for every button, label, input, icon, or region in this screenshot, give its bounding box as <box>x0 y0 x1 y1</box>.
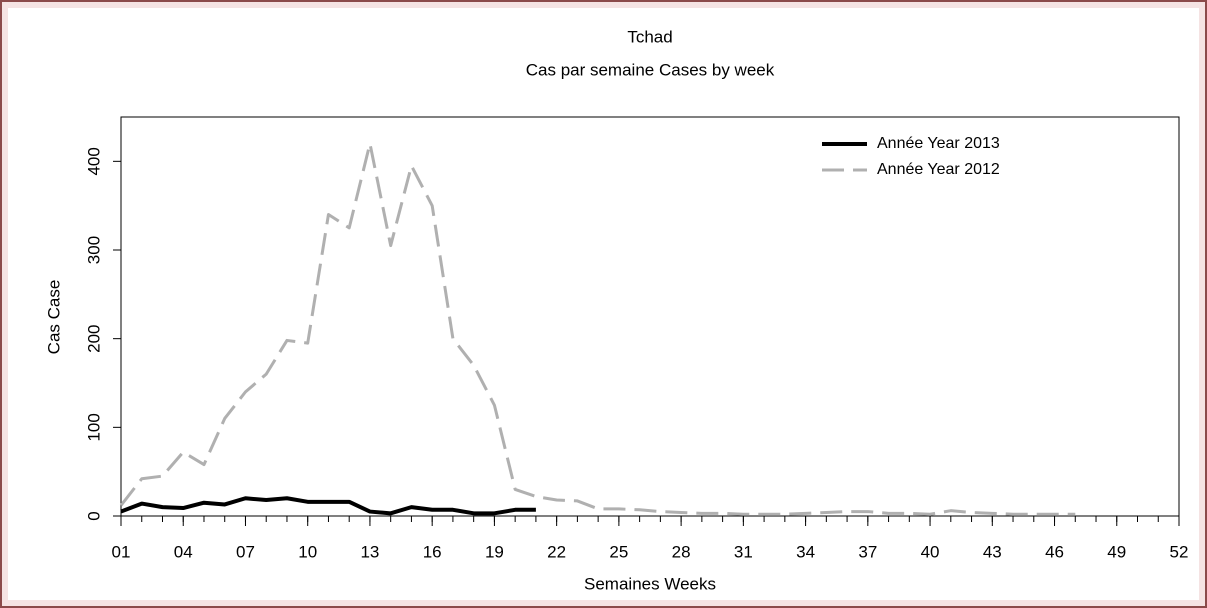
x-tick-label: 04 <box>174 542 193 561</box>
x-tick-label: 01 <box>112 542 131 561</box>
y-axis-label: Cas Case <box>44 280 63 355</box>
x-tick-label: 19 <box>485 542 504 561</box>
x-tick-label: 40 <box>921 542 940 561</box>
plot-area <box>120 116 1180 517</box>
x-tick-label: 28 <box>672 542 691 561</box>
legend-label: Année Year 2012 <box>877 161 1000 178</box>
x-axis-label: Semaines Weeks <box>584 574 716 593</box>
y-tick-label: 0 <box>84 511 103 520</box>
x-tick-label: 37 <box>858 542 877 561</box>
x-tick-label: 25 <box>609 542 628 561</box>
x-tick-label: 31 <box>734 542 753 561</box>
y-tick-label: 200 <box>84 324 103 352</box>
x-tick-label: 43 <box>983 542 1002 561</box>
x-tick-label: 16 <box>423 542 442 561</box>
y-tick-label: 400 <box>84 147 103 175</box>
series-line <box>120 496 536 516</box>
x-tick-label: 34 <box>796 542 815 561</box>
x-tick-label: 49 <box>1107 542 1126 561</box>
legend-label: Année Year 2013 <box>877 135 1000 152</box>
y-tick-label: 100 <box>84 413 103 441</box>
x-tick-label: 07 <box>236 542 255 561</box>
x-tick-label: 13 <box>360 542 379 561</box>
panel <box>8 8 1199 600</box>
x-tick-label: 52 <box>1170 542 1189 561</box>
series-line <box>119 142 1076 516</box>
chart-title: Tchad <box>627 27 672 46</box>
x-tick-label: 22 <box>547 542 566 561</box>
chart-subtitle: Cas par semaine Cases by week <box>526 60 775 79</box>
y-tick-label: 300 <box>84 236 103 264</box>
x-tick-label: 10 <box>298 542 317 561</box>
x-tick-label: 46 <box>1045 542 1064 561</box>
